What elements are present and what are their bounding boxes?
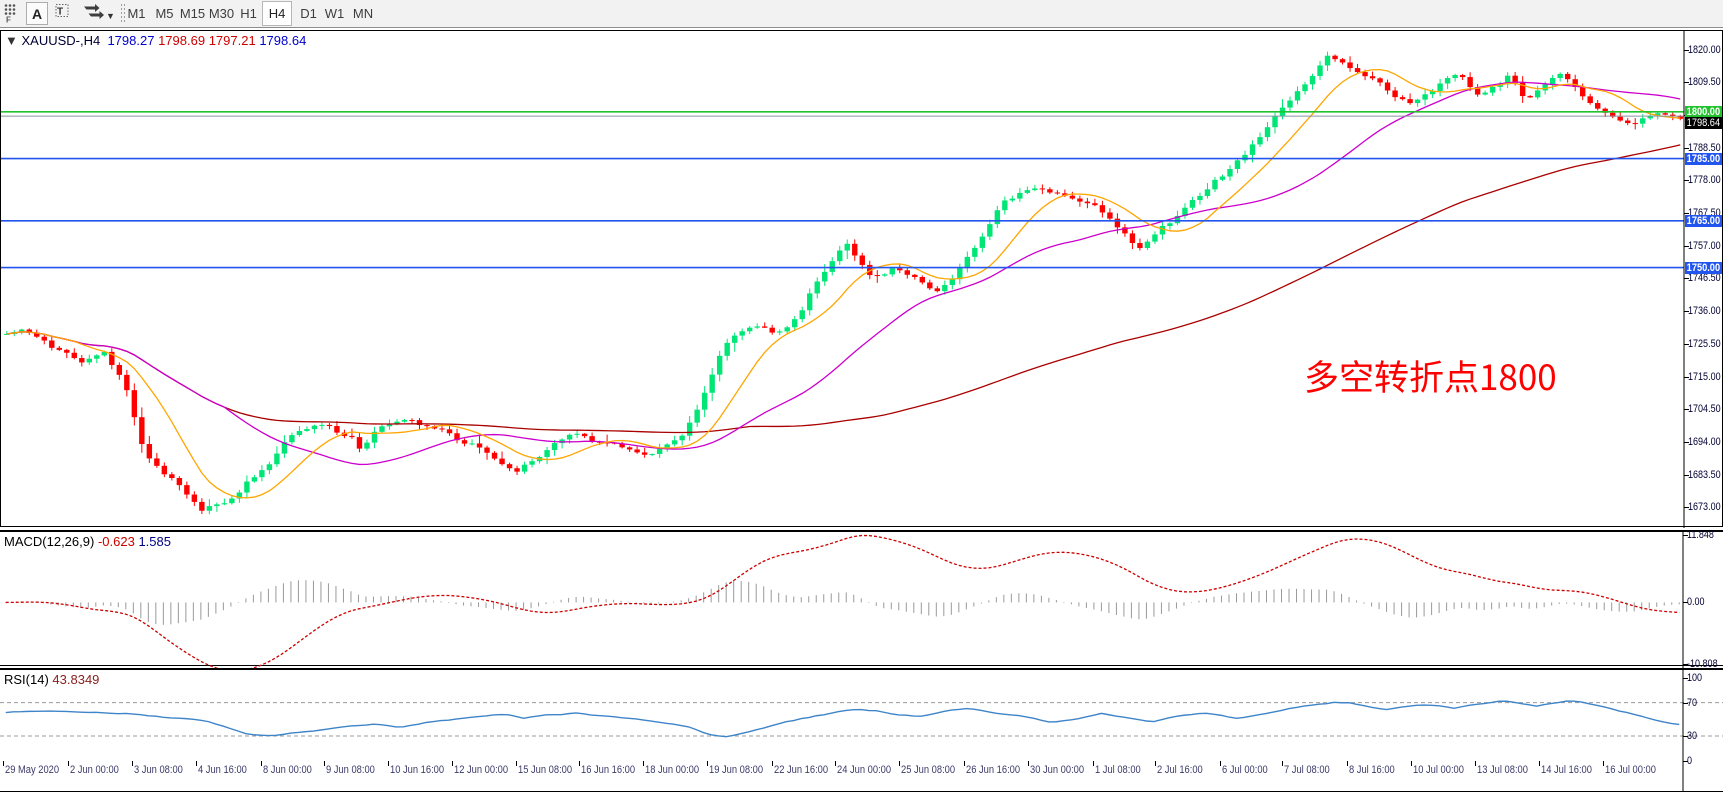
svg-text:T: T <box>57 7 63 18</box>
svg-text:F: F <box>6 16 11 25</box>
